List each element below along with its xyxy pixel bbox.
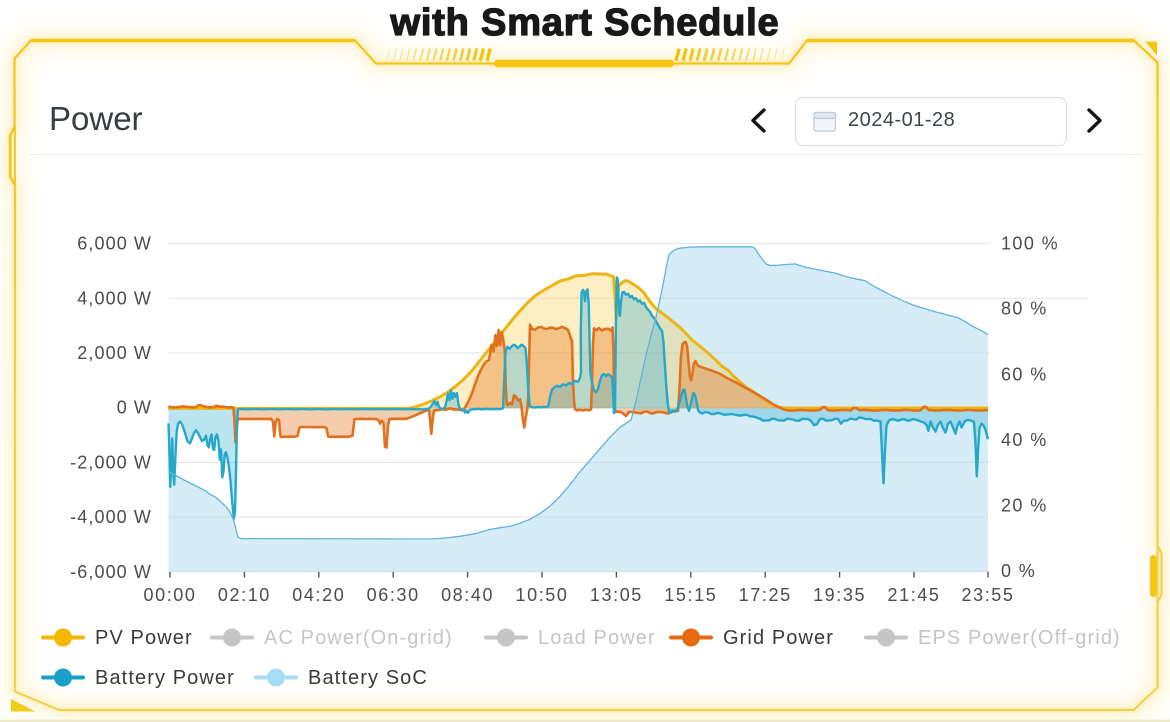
svg-text:02:10: 02:10 xyxy=(218,585,271,605)
svg-text:60 %: 60 % xyxy=(1001,364,1048,384)
svg-text:Battery Power: Battery Power xyxy=(95,667,235,689)
svg-text:80 %: 80 % xyxy=(1001,299,1048,319)
svg-text:10:50: 10:50 xyxy=(515,585,568,605)
svg-text:0 %: 0 % xyxy=(1001,561,1036,581)
svg-text:21:45: 21:45 xyxy=(887,585,940,605)
svg-text:19:35: 19:35 xyxy=(813,585,866,605)
svg-text:Grid Power: Grid Power xyxy=(723,627,834,649)
svg-text:PV Power: PV Power xyxy=(95,627,193,649)
svg-text:-2,000 W: -2,000 W xyxy=(70,452,152,472)
svg-text:Load Power: Load Power xyxy=(538,627,656,649)
svg-text:6,000 W: 6,000 W xyxy=(77,234,152,254)
svg-text:Battery SoC: Battery SoC xyxy=(308,667,428,689)
svg-text:4,000 W: 4,000 W xyxy=(77,288,152,308)
svg-text:20 %: 20 % xyxy=(1001,496,1048,516)
svg-text:04:20: 04:20 xyxy=(292,585,345,605)
svg-text:-6,000 W: -6,000 W xyxy=(70,562,152,582)
svg-text:EPS Power(Off-grid): EPS Power(Off-grid) xyxy=(918,627,1121,649)
svg-text:100 %: 100 % xyxy=(1001,234,1059,254)
svg-text:-4,000 W: -4,000 W xyxy=(70,507,152,527)
svg-text:AC Power(On-grid): AC Power(On-grid) xyxy=(264,627,453,649)
svg-text:17:25: 17:25 xyxy=(739,585,792,605)
svg-text:2,000 W: 2,000 W xyxy=(77,343,152,363)
svg-text:15:15: 15:15 xyxy=(664,585,717,605)
svg-text:06:30: 06:30 xyxy=(367,585,420,605)
svg-text:13:05: 13:05 xyxy=(590,585,643,605)
svg-text:0 W: 0 W xyxy=(117,398,152,418)
svg-text:23:55: 23:55 xyxy=(961,585,1014,605)
svg-text:00:00: 00:00 xyxy=(143,585,196,605)
svg-text:40 %: 40 % xyxy=(1001,430,1048,450)
svg-text:08:40: 08:40 xyxy=(441,585,494,605)
